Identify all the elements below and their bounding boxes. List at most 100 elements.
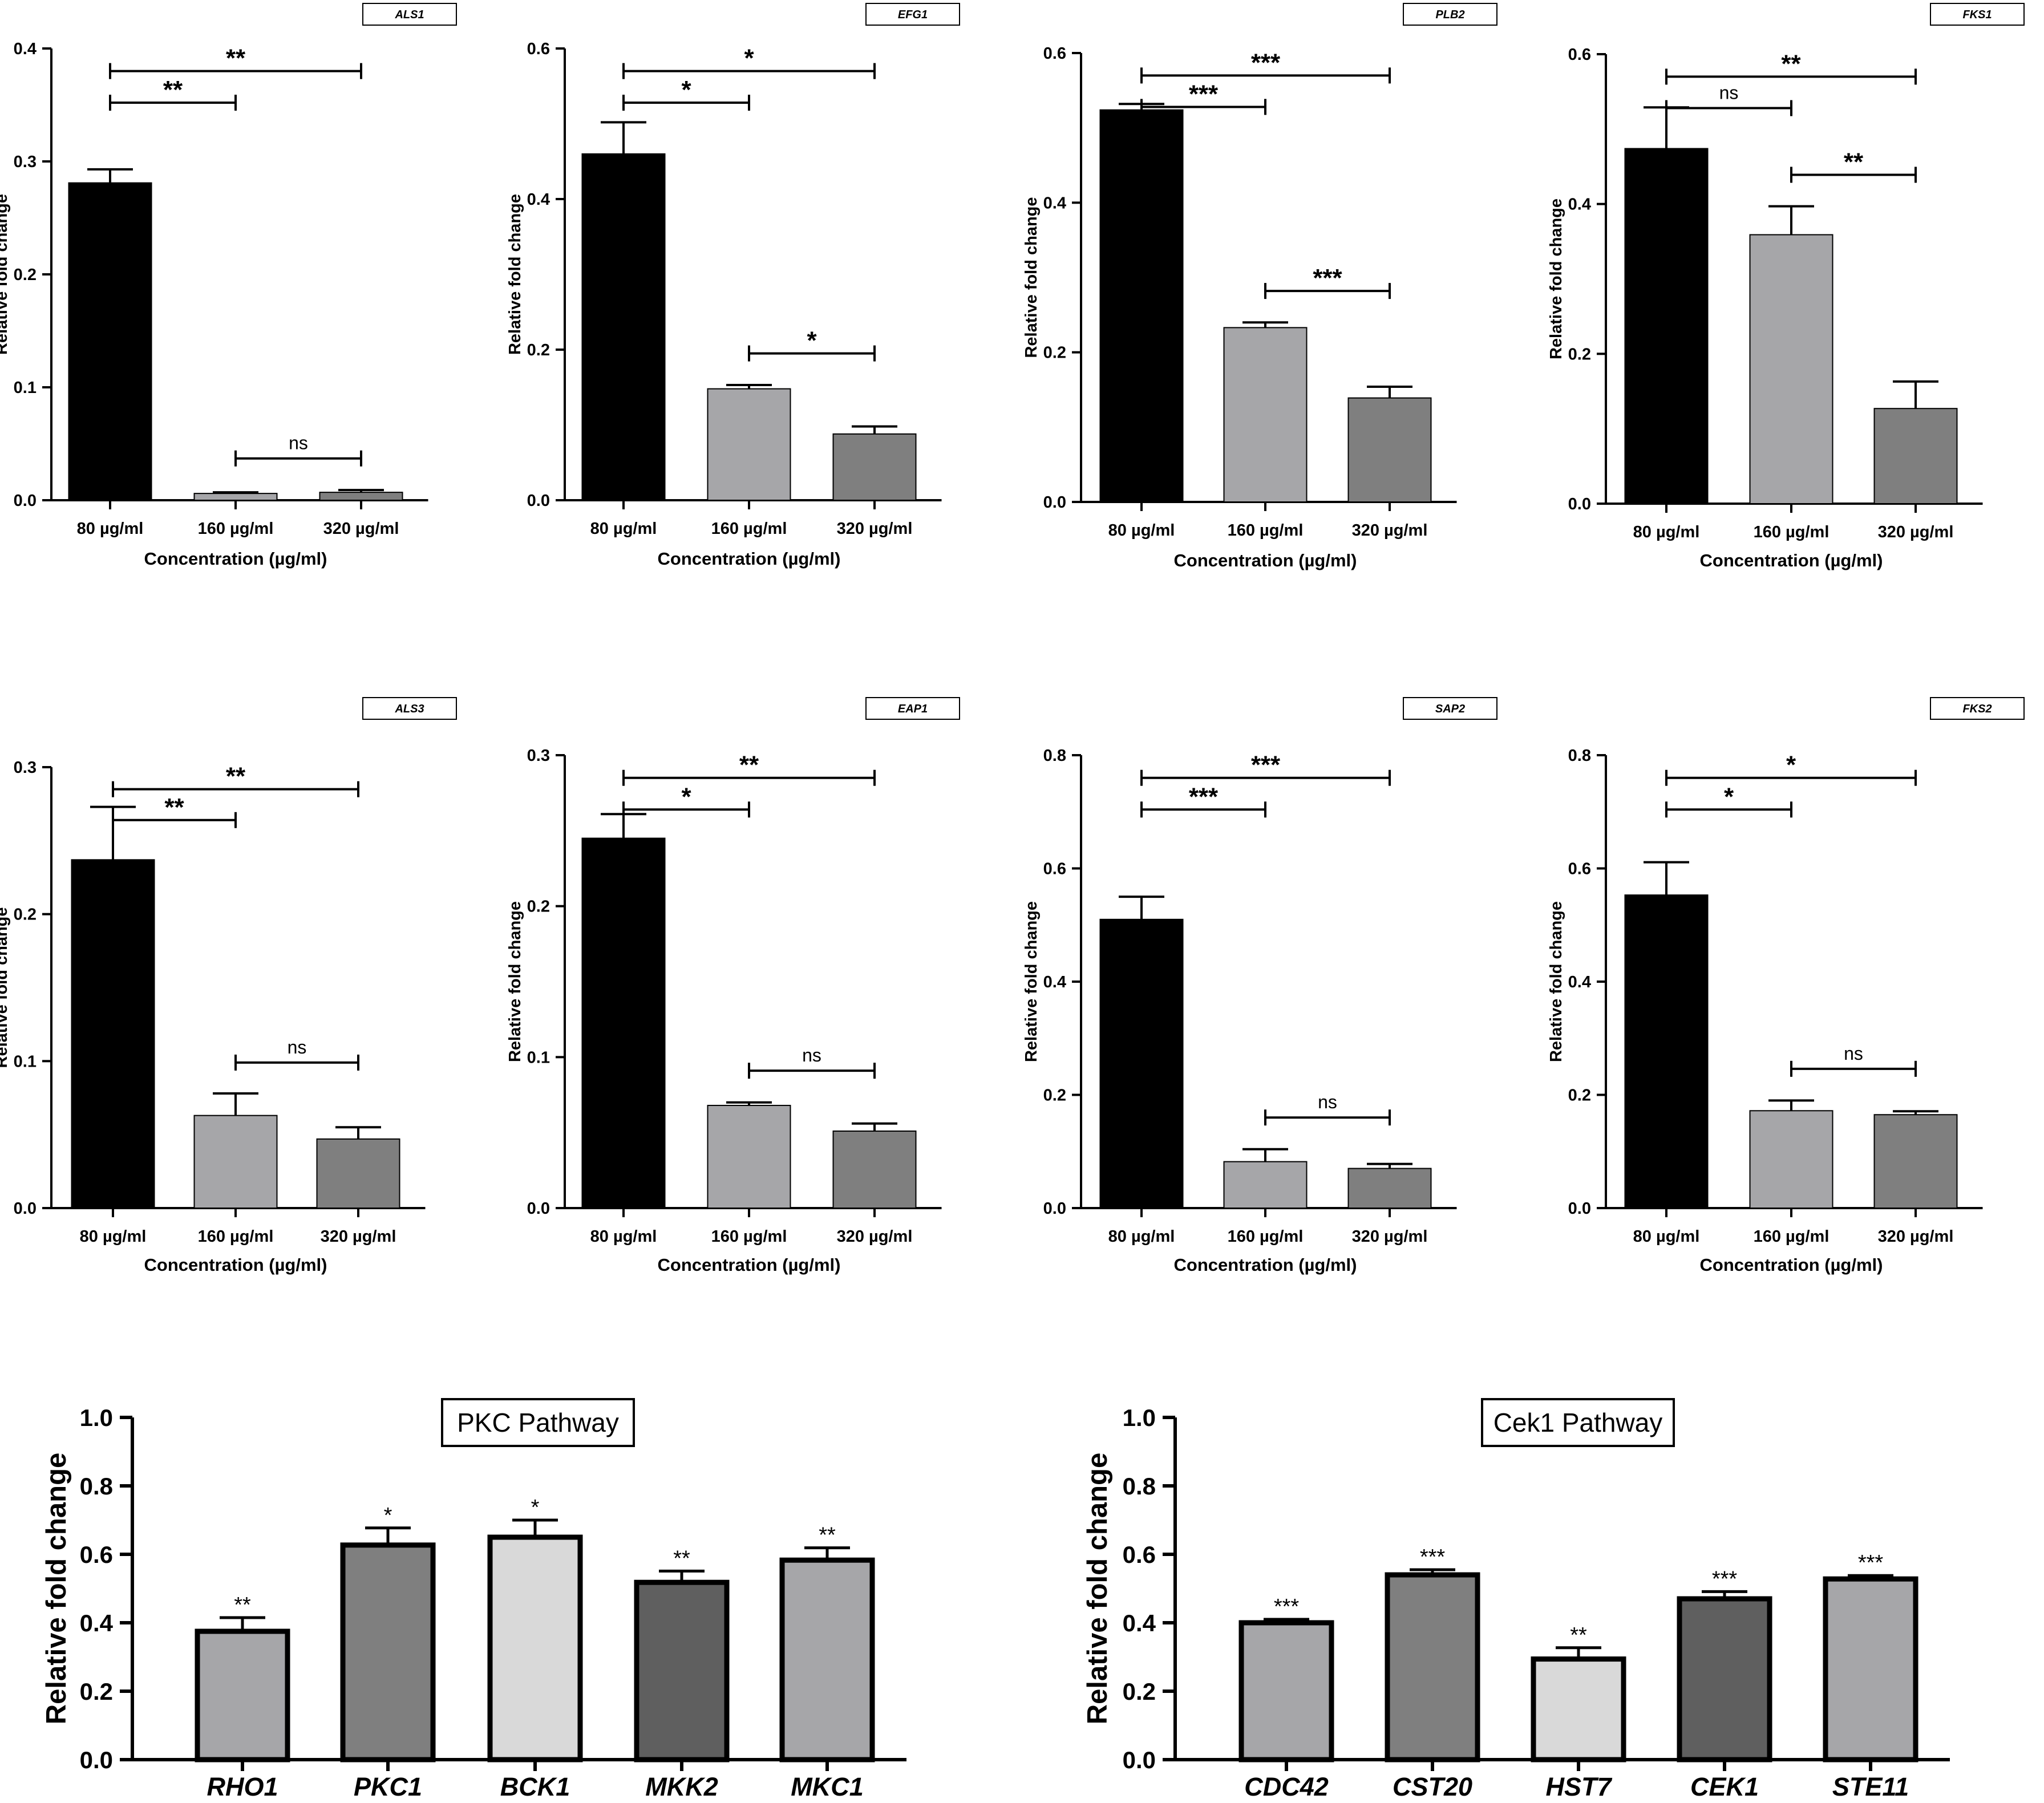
panel-als3: ALS3 0.0 0.1 0.2 0.3 Relative fold change 80 µ… — [0, 697, 457, 1275]
significance-bracket: *** — [1140, 48, 1391, 84]
significance-label: ** — [226, 44, 246, 72]
panel-title: FKS2 — [1962, 703, 1992, 715]
y-tick-label: 0.6 — [1043, 860, 1066, 878]
x-tick-label: 320 µg/ml — [1878, 1227, 1954, 1246]
significance-label: ns — [1844, 1043, 1863, 1064]
y-axis-title: Relative fold change — [506, 901, 524, 1062]
bar-3 — [832, 1131, 917, 1209]
significance-bracket: *** — [1140, 783, 1266, 818]
y-axis-title: Relative fold change — [1547, 901, 1565, 1062]
significance-label: ** — [1781, 50, 1801, 78]
pathway-title-box: PKC Pathway — [441, 1398, 635, 1447]
bar-hst7 — [1531, 1656, 1626, 1763]
panel-fks1: FKS1 0.0 0.2 0.4 0.6 Relative fold change 80 µ… — [1547, 3, 2025, 570]
pathway-title-frame — [441, 1398, 635, 1447]
bar-2 — [1223, 327, 1308, 503]
y-tick-label: 0.4 — [1043, 973, 1066, 991]
bar-rho1 — [195, 1628, 290, 1763]
bar-3 — [1873, 1114, 1958, 1209]
y-tick-label: 0.1 — [14, 379, 37, 397]
y-tick-label: 0.1 — [527, 1048, 550, 1067]
bar-3 — [1347, 397, 1432, 503]
panel-pkc-pathway: PKC Pathway 0.0 0.2 0.4 0.6 0.8 1.0 Relative fo… — [41, 1398, 906, 1801]
x-tick-label: 160 µg/ml — [1228, 1227, 1304, 1246]
x-tick-label: 160 µg/ml — [711, 520, 787, 538]
y-tick-label: 0.8 — [1123, 1473, 1156, 1500]
x-tick-label: 80 µg/ml — [80, 1227, 147, 1246]
significance-label: * — [681, 783, 691, 811]
significance-label: *** — [1274, 1595, 1300, 1619]
y-axis-title: Relative fold change — [1022, 901, 1041, 1062]
significance-bracket: ** — [622, 751, 876, 786]
y-tick-label: 0.8 — [80, 1473, 113, 1500]
bar-bck1 — [487, 1534, 583, 1763]
bar-2 — [1223, 1161, 1308, 1209]
panel-title-box: EFG1 — [865, 3, 960, 26]
x-tick-label: 160 µg/ml — [1228, 521, 1304, 540]
y-tick-label: 0.0 — [1043, 1200, 1066, 1218]
x-tick-label: 160 µg/ml — [1754, 1227, 1830, 1246]
panel-title-box: PLB2 — [1403, 3, 1497, 26]
y-tick-label: 0.0 — [80, 1747, 113, 1773]
y-tick-label: 0.0 — [14, 492, 37, 510]
x-tick-label: 80 µg/ml — [1108, 521, 1175, 540]
significance-label: ns — [288, 1037, 307, 1058]
bar-2 — [707, 1105, 791, 1209]
bar-pkc1 — [340, 1542, 436, 1763]
bar-1 — [1624, 894, 1709, 1209]
significance-bracket: ** — [1665, 50, 1917, 85]
y-tick-label: 0.6 — [1123, 1541, 1156, 1568]
bar-1 — [68, 182, 152, 501]
bar-3 — [1873, 408, 1958, 504]
panel-title: EFG1 — [898, 9, 928, 21]
y-tick-label: 0.4 — [1043, 194, 1066, 212]
y-tick-label: 0.4 — [80, 1610, 114, 1636]
significance-bracket: ns — [1665, 83, 1792, 116]
x-axis-title: Concentration (µg/ml) — [144, 1255, 327, 1275]
significance-label: *** — [1313, 264, 1342, 292]
x-axis-title: Concentration (µg/ml) — [144, 549, 327, 569]
y-tick-label: 1.0 — [80, 1404, 113, 1431]
x-axis-title: Concentration (µg/ml) — [658, 1255, 841, 1275]
y-tick-label: 0.2 — [14, 266, 37, 284]
panel-title-box: ALS1 — [362, 3, 457, 26]
significance-bracket: *** — [1140, 80, 1266, 115]
x-tick-label: 80 µg/ml — [1633, 1227, 1700, 1246]
pathway-title-frame — [1481, 1398, 1675, 1447]
significance-bracket: * — [1665, 751, 1917, 786]
significance-label: * — [1786, 751, 1796, 779]
x-tick-label: 320 µg/ml — [1878, 523, 1954, 541]
significance-bracket: * — [622, 44, 876, 79]
y-tick-label: 0.6 — [80, 1541, 113, 1568]
bar-1 — [1099, 918, 1184, 1209]
panel-plb2: PLB2 0.0 0.2 0.4 0.6 Relative fold change 80 µ… — [1022, 3, 1497, 570]
significance-bracket: * — [748, 327, 876, 362]
significance-label: * — [744, 44, 754, 72]
x-tick-label: STE11 — [1832, 1772, 1909, 1801]
significance-label: *** — [1189, 80, 1219, 108]
y-tick-label: 0.4 — [14, 40, 37, 58]
panel-title-box: FKS1 — [1930, 3, 2025, 26]
y-tick-label: 0.0 — [1043, 493, 1066, 512]
significance-label: ** — [819, 1524, 836, 1547]
y-tick-label: 0.2 — [527, 341, 550, 359]
significance-label: * — [531, 1496, 540, 1520]
significance-label: ** — [673, 1546, 690, 1570]
x-axis-title: Concentration (µg/ml) — [1700, 1255, 1883, 1275]
panel-title-frame — [1930, 697, 2025, 720]
panel-title: ALS3 — [394, 703, 424, 715]
bar-1 — [581, 153, 666, 501]
panel-fks2: FKS2 0.0 0.2 0.4 0.6 0.8 Relative fold change 8… — [1547, 697, 2025, 1275]
y-tick-label: 0.4 — [527, 191, 550, 209]
y-tick-label: 0.4 — [1123, 1610, 1156, 1636]
panel-title-frame — [362, 697, 457, 720]
x-tick-label: 160 µg/ml — [198, 520, 274, 538]
significance-label: *** — [1251, 48, 1281, 76]
y-tick-label: 0.3 — [14, 759, 37, 777]
y-axis-title: Relative fold change — [1022, 197, 1041, 358]
y-tick-label: 0.2 — [1123, 1678, 1156, 1705]
x-axis-title: Concentration (µg/ml) — [1174, 550, 1357, 570]
bar-3 — [1347, 1168, 1432, 1209]
significance-bracket: ns — [1264, 1092, 1391, 1126]
